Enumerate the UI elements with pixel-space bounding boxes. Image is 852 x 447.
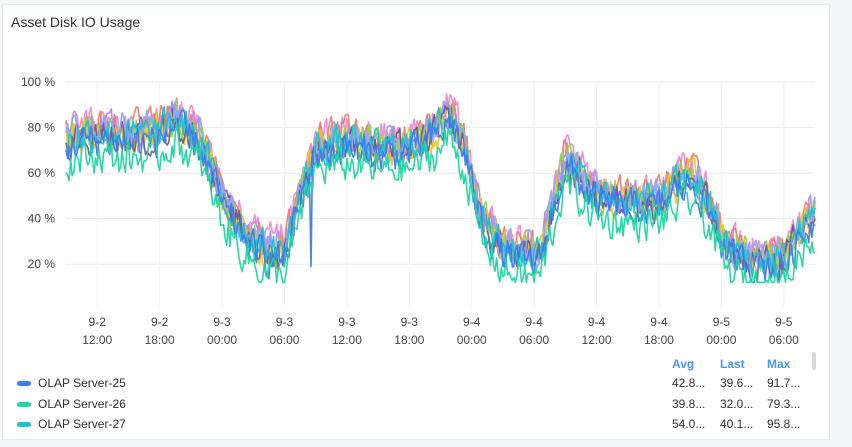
y-tick-label: 60 % — [28, 166, 56, 180]
legend-last-value: 40.1... — [720, 417, 754, 431]
x-tick-time: 00:00 — [457, 333, 487, 347]
avg-header[interactable]: Avg — [672, 357, 695, 371]
y-tick-label: 20 % — [28, 257, 56, 271]
legend-last-value: 39.6... — [720, 376, 754, 390]
x-tick-time: 00:00 — [207, 333, 237, 347]
x-tick-day: 9-4 — [525, 315, 543, 329]
legend-scrollbar[interactable] — [812, 352, 816, 370]
legend-item[interactable]: OLAP Server-27 — [17, 415, 126, 433]
legend-avg-value: 54.0... — [672, 417, 706, 431]
series-line — [65, 124, 816, 284]
legend-label: OLAP Server-26 — [38, 397, 126, 411]
last-header[interactable]: Last — [720, 357, 745, 371]
x-tick-time: 06:00 — [269, 333, 299, 347]
series-line — [66, 105, 816, 278]
x-tick-day: 9-4 — [463, 315, 481, 329]
y-tick-label: 80 % — [28, 121, 56, 135]
x-tick-day: 9-2 — [89, 315, 107, 329]
legend-item[interactable]: OLAP Server-25 — [17, 374, 126, 392]
series-line — [65, 109, 816, 284]
x-tick-day: 9-3 — [276, 315, 294, 329]
x-tick-time: 18:00 — [145, 333, 175, 347]
x-tick-day: 9-4 — [650, 315, 668, 329]
x-tick-day: 9-4 — [588, 315, 606, 329]
max-header[interactable]: Max — [767, 357, 791, 371]
y-tick-label: 100 % — [21, 75, 55, 89]
x-tick-time: 12:00 — [82, 333, 112, 347]
x-axis: 9-2 12:00 9-2 18:00 9-3 00:00 9-3 06:00 9-3 12:00… — [82, 315, 799, 347]
chart-title: Asset Disk IO Usage — [11, 14, 141, 30]
legend-label: OLAP Server-25 — [38, 376, 126, 390]
series-lines — [65, 93, 816, 284]
chart-panel — [2, 4, 830, 440]
legend-avg-value: 42.8... — [672, 376, 706, 390]
x-tick-time: 06:00 — [769, 333, 799, 347]
x-tick-time: 06:00 — [519, 333, 549, 347]
x-tick-time: 00:00 — [706, 333, 736, 347]
x-tick-day: 9-5 — [713, 315, 731, 329]
legend-avg-value: 39.8... — [672, 397, 706, 411]
x-tick-day: 9-3 — [338, 315, 356, 329]
legend-last-value: 32.0... — [720, 397, 754, 411]
legend-swatch — [17, 421, 31, 427]
x-tick-time: 12:00 — [582, 333, 612, 347]
legend-swatch — [17, 401, 31, 407]
x-tick-day: 9-5 — [775, 315, 793, 329]
x-tick-time: 18:00 — [644, 333, 674, 347]
legend-max-value: 79.3... — [767, 397, 801, 411]
x-tick-day: 9-3 — [401, 315, 419, 329]
legend-swatch — [17, 380, 31, 386]
legend-max-value: 95.8... — [767, 417, 801, 431]
legend-max-value: 91.7... — [767, 376, 801, 390]
legend-label: OLAP Server-27 — [38, 417, 126, 431]
x-tick-day: 9-2 — [151, 315, 169, 329]
legend-item[interactable]: OLAP Server-26 — [17, 395, 126, 413]
y-tick-label: 40 % — [28, 212, 56, 226]
x-tick-time: 12:00 — [332, 333, 362, 347]
y-axis: 20 % 40 % 60 % 80 % 100 % — [21, 75, 55, 271]
x-tick-day: 9-3 — [213, 315, 231, 329]
x-tick-time: 18:00 — [394, 333, 424, 347]
